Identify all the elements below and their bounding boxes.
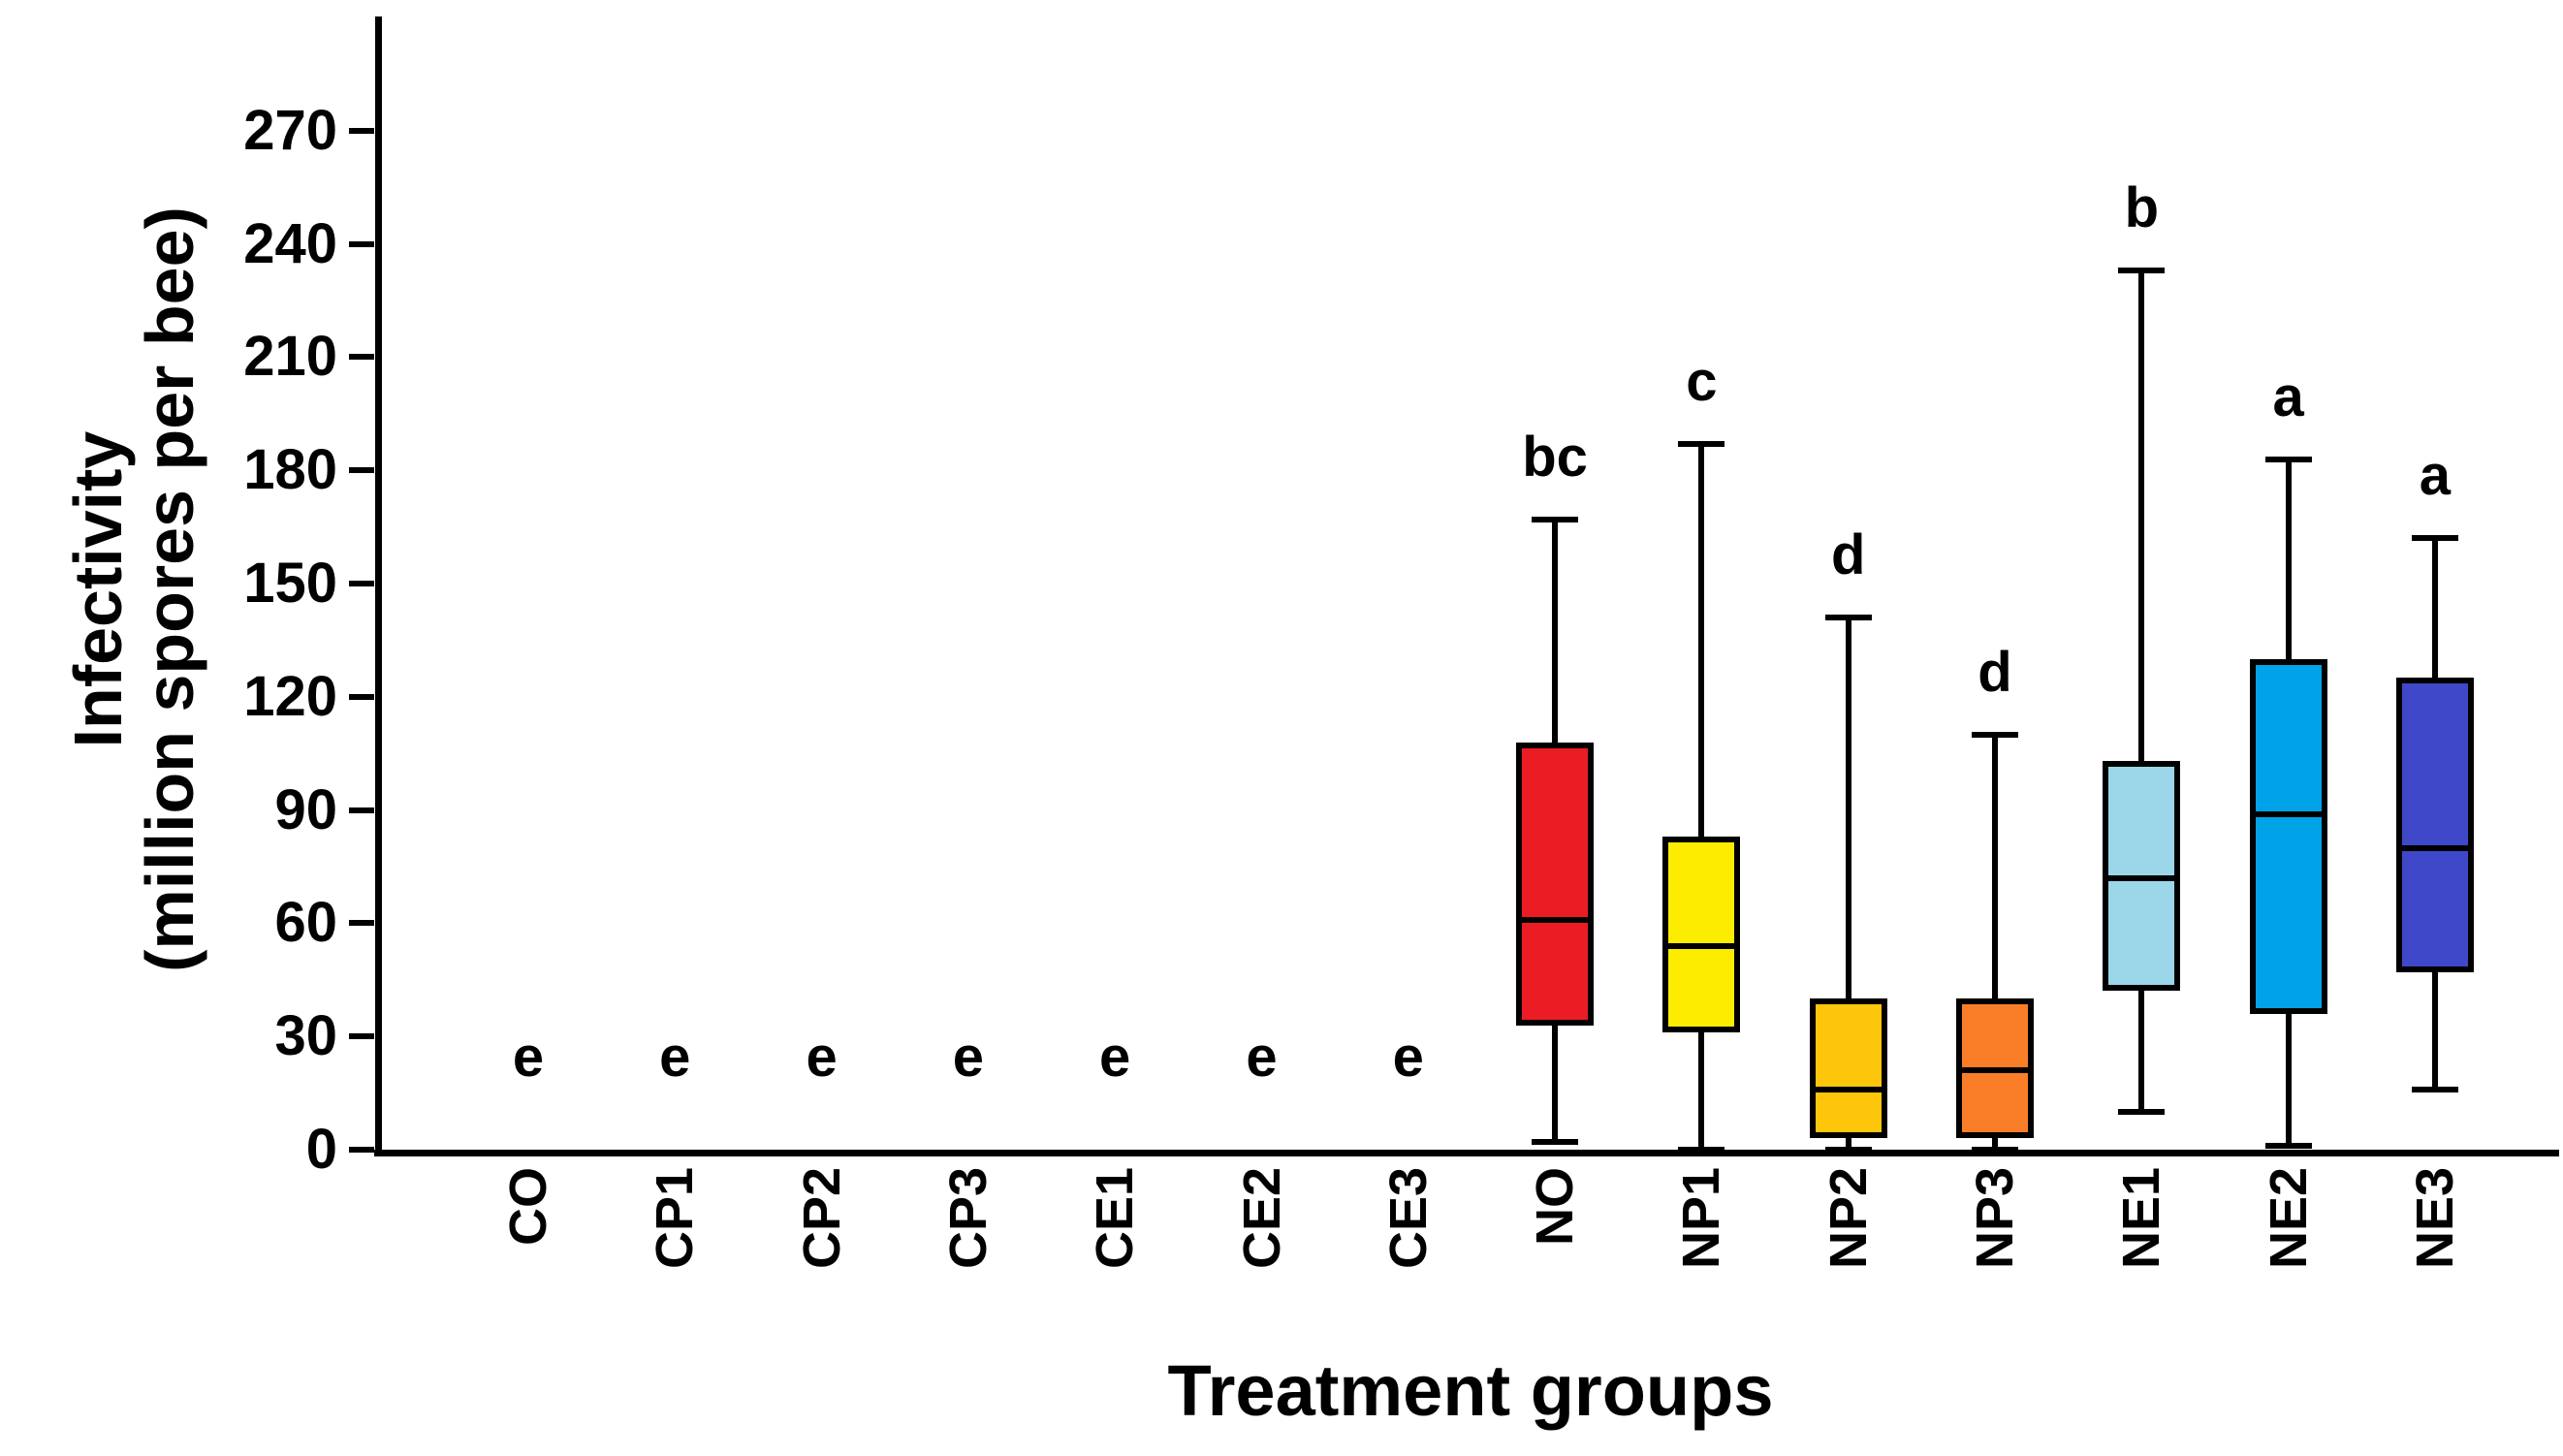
- significance-letter-NE2: a: [2272, 364, 2304, 428]
- whisker-NP2: [1845, 617, 1851, 1150]
- whisker-cap-top-NE2: [2264, 456, 2312, 462]
- box-NO: [1516, 742, 1595, 1026]
- whisker-cap-bottom-NP1: [1678, 1147, 1725, 1153]
- whisker-NP1: [1698, 444, 1705, 1150]
- y-tick-label-150: 150: [243, 552, 337, 616]
- y-tick-label-60: 60: [274, 891, 337, 955]
- whisker-NE1: [2138, 269, 2145, 1113]
- y-tick-label-0: 0: [305, 1118, 337, 1181]
- significance-letter-CP1: e: [659, 1026, 691, 1089]
- category-label-NP3: NP3: [1966, 1167, 2024, 1270]
- box-NE3: [2395, 678, 2474, 973]
- category-label-CP2: CP2: [792, 1167, 851, 1270]
- whisker-cap-bottom-NE3: [2411, 1086, 2458, 1092]
- y-tick-mark-0: [349, 1147, 374, 1153]
- category-label-CP1: CP1: [646, 1167, 705, 1270]
- y-tick-label-210: 210: [243, 325, 337, 389]
- significance-letter-CP2: e: [806, 1026, 838, 1089]
- x-axis-line: [374, 1150, 2559, 1156]
- significance-letter-NO: bc: [1522, 425, 1588, 489]
- significance-letter-NE3: a: [2419, 444, 2452, 508]
- y-tick-mark-210: [349, 354, 374, 361]
- y-tick-mark-120: [349, 693, 374, 700]
- category-label-CO: CO: [499, 1167, 557, 1246]
- y-tick-label-180: 180: [243, 438, 337, 502]
- category-label-CE3: CE3: [1378, 1167, 1438, 1270]
- whisker-cap-top-NP1: [1678, 441, 1725, 447]
- whisker-cap-bottom-NO: [1532, 1139, 1579, 1146]
- y-tick-label-240: 240: [243, 211, 337, 275]
- y-tick-mark-270: [349, 127, 374, 134]
- box-NE2: [2249, 658, 2327, 1014]
- median-NP1: [1662, 942, 1741, 949]
- y-tick-label-270: 270: [243, 98, 337, 162]
- category-label-CP3: CP3: [938, 1167, 997, 1270]
- category-label-NP2: NP2: [1819, 1167, 1878, 1270]
- significance-letter-CE2: e: [1246, 1026, 1278, 1089]
- y-tick-mark-240: [349, 240, 374, 247]
- whisker-cap-top-NE3: [2411, 535, 2458, 542]
- whisker-cap-top-NO: [1532, 516, 1579, 522]
- y-tick-label-90: 90: [274, 777, 337, 841]
- whisker-NP3: [1992, 734, 1998, 1150]
- significance-letter-NP2: d: [1830, 523, 1866, 587]
- significance-letter-CP3: e: [952, 1026, 985, 1089]
- significance-letter-CE1: e: [1099, 1026, 1131, 1089]
- box-NP1: [1662, 836, 1741, 1033]
- significance-letter-NP1: c: [1686, 350, 1718, 413]
- y-tick-mark-150: [349, 581, 374, 587]
- box-NP2: [1809, 998, 1887, 1139]
- y-axis-title-line1: Infectivity: [59, 430, 136, 748]
- significance-letter-CO: e: [512, 1026, 545, 1089]
- whisker-cap-bottom-NE1: [2118, 1109, 2166, 1116]
- category-label-NE2: NE2: [2259, 1167, 2318, 1270]
- significance-letter-NE1: b: [2124, 175, 2160, 239]
- whisker-cap-top-NP3: [1972, 731, 2018, 738]
- y-tick-label-30: 30: [274, 1004, 337, 1068]
- whisker-cap-top-NE1: [2118, 267, 2166, 273]
- median-NE3: [2395, 844, 2474, 851]
- category-label-NO: NO: [1526, 1167, 1585, 1246]
- median-NE2: [2249, 810, 2327, 817]
- median-NO: [1516, 916, 1595, 923]
- significance-letter-CE3: e: [1392, 1026, 1424, 1089]
- whisker-cap-bottom-NE2: [2264, 1143, 2312, 1150]
- whisker-cap-bottom-NP3: [1972, 1147, 2018, 1153]
- y-tick-mark-60: [349, 920, 374, 927]
- category-label-NE3: NE3: [2405, 1167, 2464, 1270]
- category-label-NP1: NP1: [1672, 1167, 1731, 1270]
- y-axis-line: [375, 16, 382, 1156]
- median-NP3: [1956, 1067, 2034, 1074]
- y-tick-mark-90: [349, 807, 374, 813]
- whisker-cap-top-NP2: [1824, 615, 1872, 621]
- whisker-cap-bottom-NP2: [1824, 1147, 1872, 1153]
- y-tick-mark-180: [349, 467, 374, 474]
- category-label-CE1: CE1: [1086, 1167, 1145, 1270]
- y-tick-mark-30: [349, 1033, 374, 1040]
- category-label-NE1: NE1: [2112, 1167, 2171, 1270]
- median-NE1: [2103, 874, 2181, 881]
- y-tick-label-120: 120: [243, 664, 337, 728]
- median-NP2: [1809, 1086, 1887, 1092]
- x-axis-title: Treatment groups: [1167, 1350, 1774, 1431]
- significance-letter-NP3: d: [1978, 640, 2012, 704]
- category-label-CE2: CE2: [1232, 1167, 1291, 1270]
